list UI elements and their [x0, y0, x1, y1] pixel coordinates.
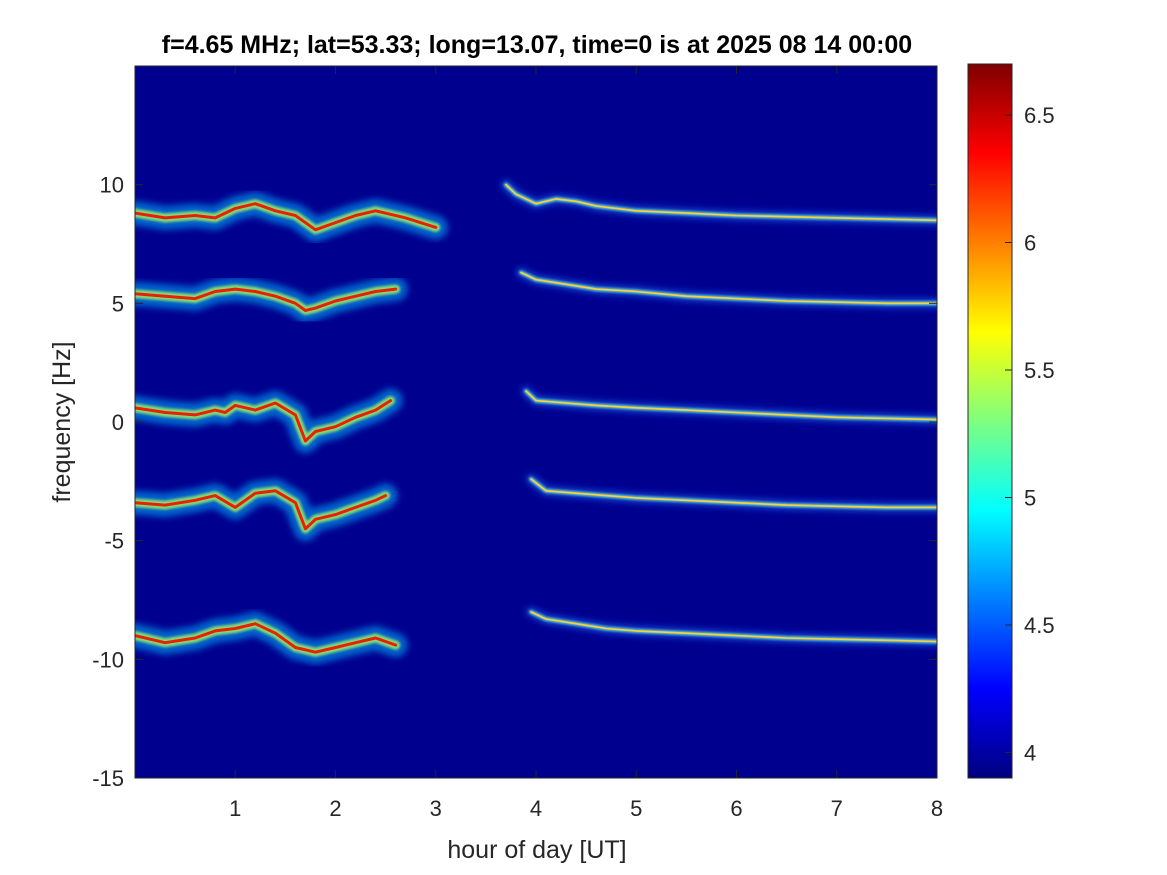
colorbar-tick-label: 4.5: [1024, 613, 1055, 638]
spectral-traces: [135, 179, 937, 665]
trace-core: [135, 489, 388, 531]
trace-1: [135, 191, 448, 242]
colorbar: 6.5 6 5.5 5 4.5 4: [967, 63, 1055, 779]
x-tick-label: 5: [630, 796, 642, 821]
trace-2: [135, 277, 408, 323]
trace-core: [530, 478, 937, 509]
colorbar-tick-label: 6: [1024, 231, 1036, 256]
colorbar-tick-label: 4: [1024, 741, 1036, 766]
y-tick-label: 0: [112, 410, 124, 435]
trace-10: [526, 606, 937, 647]
trace-core: [135, 202, 438, 232]
trace-core: [520, 271, 937, 305]
y-axis-label: frequency [Hz]: [48, 341, 76, 502]
trace-core: [525, 390, 937, 421]
trace-3: [135, 388, 403, 453]
trace-8: [521, 386, 937, 425]
x-tick-label: 6: [730, 796, 742, 821]
x-axis-label: hour of day [UT]: [447, 836, 626, 864]
y-tick-label: 10: [100, 173, 124, 198]
y-tick-label: -10: [92, 647, 124, 672]
colorbar-tick-label: 5.5: [1024, 358, 1055, 383]
trace-7: [516, 267, 937, 309]
trace-5: [135, 611, 408, 665]
y-tick-label: -15: [92, 766, 124, 791]
y-tick-label: 5: [112, 291, 124, 316]
x-tick-label: 8: [931, 796, 943, 821]
x-tick-label: 2: [329, 796, 341, 821]
x-tick-label: 4: [530, 796, 542, 821]
plot-area: [134, 65, 938, 779]
x-axis-ticks: 1 2 3 4 5 6 7 8: [229, 66, 943, 821]
trace-core: [135, 399, 393, 443]
trace-6: [500, 179, 937, 226]
colorbar-tick-label: 5: [1024, 486, 1036, 511]
x-tick-label: 1: [229, 796, 241, 821]
x-tick-label: 3: [430, 796, 442, 821]
colorbar-gradient: [967, 63, 1013, 779]
trace-4: [135, 478, 398, 541]
plot-background: [135, 66, 937, 778]
trace-9: [526, 474, 937, 513]
colorbar-ticks: 6.5 6 5.5 5 4.5 4: [1005, 103, 1055, 766]
trace-core: [135, 622, 398, 654]
trace-core: [530, 611, 937, 643]
y-axis-ticks: 10 5 0 -5 -10 -15: [92, 173, 937, 791]
trace-core: [135, 287, 398, 312]
x-tick-label: 7: [831, 796, 843, 821]
y-tick-label: -5: [104, 529, 124, 554]
chart-title: f=4.65 MHz; lat=53.33; long=13.07, time=…: [162, 31, 912, 59]
colorbar-tick-label: 6.5: [1024, 103, 1055, 128]
trace-core: [505, 183, 937, 222]
